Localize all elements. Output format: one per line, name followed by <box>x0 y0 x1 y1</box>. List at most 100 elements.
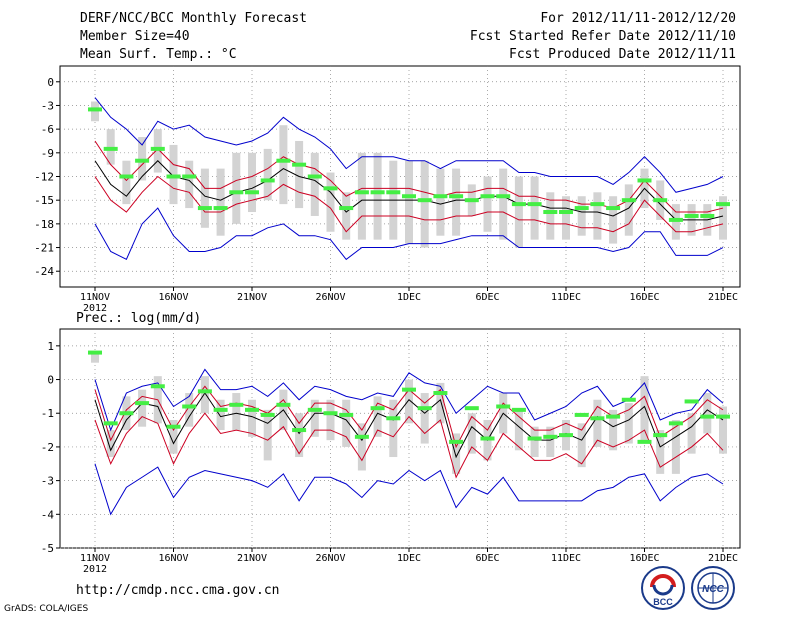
spread-box <box>200 376 209 414</box>
median-line <box>94 392 724 459</box>
y-tick-label: -24 <box>34 265 54 278</box>
spread-box <box>687 413 696 454</box>
obs-marker <box>323 186 338 191</box>
spread-box <box>185 393 194 427</box>
spread-box <box>405 379 413 424</box>
y-tick-label: -4 <box>41 508 55 521</box>
y-tick-label: -15 <box>34 194 54 207</box>
spread-box <box>656 430 665 474</box>
spread-box <box>640 376 649 444</box>
x-tick-label: 16NOV <box>158 292 188 303</box>
source-url[interactable]: http://cmdp.ncc.cma.gov.cn <box>76 583 280 598</box>
spread-box <box>169 419 178 454</box>
spread-box <box>373 396 382 437</box>
obs-marker <box>213 206 228 211</box>
obs-marker <box>511 202 526 207</box>
obs-marker <box>182 174 197 179</box>
spread-box <box>499 168 508 240</box>
obs-marker <box>433 391 448 396</box>
spread-box <box>671 419 680 474</box>
obs-marker <box>417 198 432 203</box>
spread-box <box>185 160 194 209</box>
y-tick-label: -5 <box>41 542 54 555</box>
spread-box <box>373 152 382 240</box>
fcst-produced-date: Fcst Produced Date 2012/11/11 <box>509 47 736 62</box>
obs-marker <box>621 198 636 203</box>
spread-box <box>357 152 366 240</box>
precipitation-panel: 1 0 -1 -2 -3 -4 -5 11NOV 16NOV 21NOV 26NOV 1DEC 6DEC… <box>41 311 741 575</box>
obs-marker <box>527 202 542 207</box>
spread-box <box>216 168 225 236</box>
obs-marker <box>402 387 416 392</box>
lower-band-line <box>94 412 724 479</box>
x-tick-label: 11DEC <box>551 553 581 564</box>
x-tick-label: 6DEC <box>475 553 499 564</box>
spread-box <box>232 393 241 431</box>
x-tick-label: 26NOV <box>315 292 345 303</box>
bcc-logo-text: BCC <box>653 597 673 607</box>
obs-marker <box>496 194 511 199</box>
y-tick-label: 0 <box>47 76 54 89</box>
obs-marker <box>339 206 354 211</box>
ncc-logo: NCC <box>691 566 735 610</box>
x-tick-label: 21DEC <box>708 553 738 564</box>
obs-marker <box>166 174 181 179</box>
x-tick-label: 1DEC <box>397 292 421 303</box>
obs-marker <box>370 406 385 411</box>
variable-label: Mean Surf. Temp.: °C <box>80 47 237 62</box>
spread-box <box>342 192 351 240</box>
y-tick-label: -3 <box>41 99 54 112</box>
x-tick-label: 16NOV <box>158 553 188 564</box>
obs-marker <box>606 206 621 211</box>
obs-marker <box>543 434 558 439</box>
obs-marker <box>464 198 479 203</box>
spread-box <box>624 184 633 236</box>
x-tick-label: 21NOV <box>237 292 267 303</box>
grads-credit: GrADS: COLA/IGES <box>4 604 89 614</box>
obs-marker <box>559 210 573 215</box>
spread-box <box>232 152 241 224</box>
spread-box <box>436 382 445 424</box>
member-size: Member Size=40 <box>80 29 190 44</box>
spread-box <box>263 409 272 461</box>
obs-marker <box>496 404 511 409</box>
y-tick-label: 0 <box>47 374 54 387</box>
obs-marker <box>543 210 558 215</box>
fcst-started-date: Fcst Started Refer Date 2012/11/10 <box>469 29 736 44</box>
precip-panel-title: Prec.: log(mm/d) <box>76 311 201 326</box>
y-tick-label: -12 <box>34 171 54 184</box>
plot-frame <box>59 328 741 549</box>
obs-marker <box>229 402 244 407</box>
obs-marker <box>653 198 668 203</box>
x-tick-label: 1DEC <box>397 553 421 564</box>
obs-marker <box>307 174 322 179</box>
obs-marker <box>103 146 118 151</box>
x-tick-label: 11NOV <box>80 292 110 303</box>
obs-marker <box>402 194 416 199</box>
obs-marker <box>88 107 102 112</box>
spread-box <box>514 176 523 248</box>
y-tick-label: -1 <box>41 407 54 420</box>
obs-marker <box>386 416 401 421</box>
obs-marker <box>700 414 715 419</box>
y-tick-label: -18 <box>34 218 54 231</box>
obs-marker <box>323 411 338 416</box>
spread-box <box>91 352 99 363</box>
spread-box <box>609 409 618 451</box>
obs-marker <box>433 194 448 199</box>
obs-marker <box>135 401 150 406</box>
spread-box <box>514 409 523 451</box>
spread-box <box>703 393 712 434</box>
obs-marker <box>119 411 134 416</box>
obs-marker <box>354 434 369 439</box>
x-tick-label: 21DEC <box>708 292 738 303</box>
spread-box <box>530 426 539 458</box>
obs-marker <box>590 416 605 421</box>
obs-marker <box>276 402 291 407</box>
x-tick-label: 16DEC <box>629 553 659 564</box>
obs-marker <box>606 414 621 419</box>
spread-box <box>467 413 476 454</box>
median-line <box>94 160 724 221</box>
spread-box <box>562 196 570 240</box>
obs-marker <box>480 436 495 441</box>
